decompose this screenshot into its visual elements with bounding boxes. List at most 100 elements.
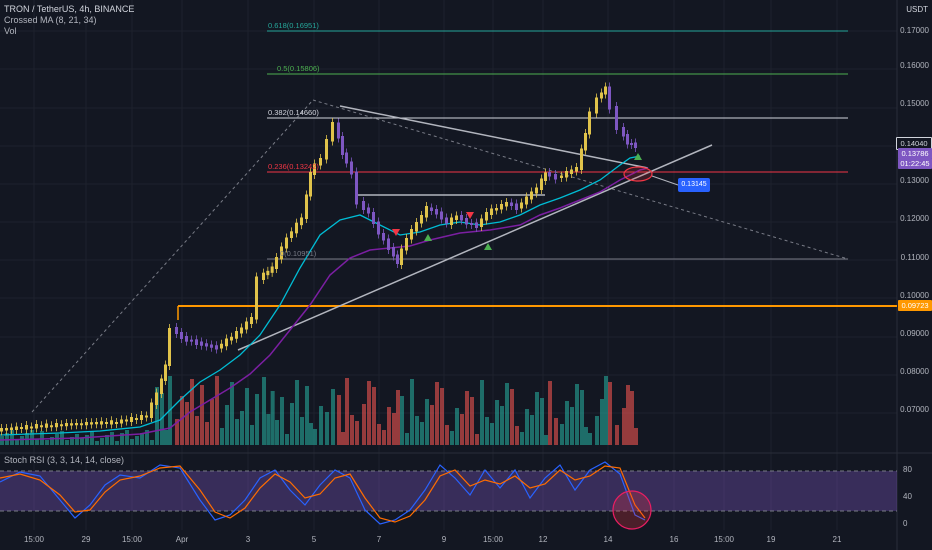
candle[interactable] (634, 142, 637, 149)
candle[interactable] (220, 343, 223, 349)
candle[interactable] (225, 338, 228, 347)
price-tag-label[interactable]: 0.13145 (678, 178, 710, 192)
candle[interactable] (575, 167, 578, 172)
currency-label[interactable]: USDT (906, 5, 928, 14)
candle[interactable] (155, 392, 158, 406)
candle[interactable] (125, 419, 128, 422)
candle[interactable] (475, 222, 478, 229)
rsi-highlight-circle[interactable] (612, 490, 652, 530)
candle[interactable] (387, 238, 390, 251)
candle[interactable] (505, 202, 508, 207)
candle[interactable] (331, 122, 334, 142)
candle[interactable] (0, 428, 3, 432)
candle[interactable] (540, 178, 543, 191)
candle[interactable] (595, 97, 598, 114)
candle[interactable] (382, 233, 385, 241)
candle[interactable] (630, 143, 633, 145)
candle[interactable] (325, 139, 328, 160)
candle[interactable] (110, 420, 113, 425)
candle[interactable] (95, 422, 98, 425)
candle[interactable] (355, 171, 358, 205)
candle[interactable] (30, 426, 33, 429)
candle[interactable] (60, 424, 63, 427)
candle[interactable] (309, 172, 312, 197)
vol-legend[interactable]: Vol (4, 26, 17, 36)
candle[interactable] (525, 196, 528, 205)
price-axis[interactable]: 0.17000 0.16000 0.15000 0.13000 0.12000 … (896, 0, 932, 455)
candle[interactable] (250, 317, 253, 324)
candle[interactable] (584, 133, 587, 151)
candle[interactable] (319, 158, 322, 166)
candle[interactable] (270, 266, 274, 273)
candle[interactable] (164, 364, 167, 382)
symbol-title[interactable]: TRON / TetherUS, 4h, BINANCE (4, 4, 135, 14)
ma-legend[interactable]: Crossed MA (8, 21, 34) (4, 15, 97, 25)
candle[interactable] (600, 92, 603, 99)
candle[interactable] (305, 194, 308, 220)
candle[interactable] (275, 257, 278, 269)
candle[interactable] (350, 161, 353, 175)
candle[interactable] (215, 345, 218, 350)
candle[interactable] (295, 222, 298, 234)
candle[interactable] (440, 211, 443, 220)
candle[interactable] (430, 207, 433, 212)
candle[interactable] (420, 215, 423, 224)
candle[interactable] (195, 339, 198, 345)
candle[interactable] (520, 202, 523, 209)
candle[interactable] (341, 136, 344, 155)
candle[interactable] (554, 174, 557, 180)
candle[interactable] (262, 272, 265, 280)
candle[interactable] (145, 415, 148, 418)
candle[interactable] (465, 218, 468, 225)
candle[interactable] (392, 247, 395, 257)
candle[interactable] (255, 276, 258, 320)
candle[interactable] (435, 209, 438, 215)
candle[interactable] (490, 208, 493, 216)
candle[interactable] (115, 422, 118, 424)
rsi-k-line[interactable] (0, 461, 646, 525)
candle[interactable] (622, 127, 625, 137)
candle[interactable] (90, 422, 93, 425)
upper-trendline[interactable] (339, 105, 649, 169)
ma-fast-line[interactable] (0, 155, 641, 436)
candle[interactable] (313, 163, 316, 176)
candle[interactable] (185, 336, 188, 342)
candle[interactable] (480, 218, 483, 228)
candle[interactable] (105, 422, 108, 424)
candle[interactable] (615, 106, 618, 130)
candle[interactable] (230, 336, 233, 341)
candle[interactable] (405, 238, 408, 251)
candle[interactable] (300, 217, 303, 226)
candle[interactable] (410, 229, 413, 240)
candle[interactable] (135, 418, 138, 420)
candle[interactable] (530, 191, 533, 200)
candle[interactable] (140, 415, 143, 420)
candle[interactable] (240, 327, 243, 334)
candle[interactable] (120, 419, 123, 424)
candle[interactable] (604, 86, 607, 95)
candle[interactable] (160, 378, 163, 395)
candle[interactable] (80, 423, 83, 426)
candle[interactable] (15, 426, 18, 431)
candle[interactable] (205, 343, 208, 347)
lower-trendline[interactable] (237, 144, 713, 351)
candle[interactable] (290, 231, 293, 238)
fib-diagonal[interactable] (312, 99, 849, 260)
candle[interactable] (445, 217, 448, 224)
candle[interactable] (460, 215, 463, 221)
candle[interactable] (570, 169, 573, 175)
candle[interactable] (40, 425, 43, 428)
candle[interactable] (588, 111, 591, 135)
candle[interactable] (210, 344, 213, 348)
candle[interactable] (548, 172, 551, 177)
candle[interactable] (180, 332, 183, 339)
candle[interactable] (510, 202, 513, 207)
fib-trendline[interactable] (31, 99, 314, 413)
candle[interactable] (565, 171, 568, 178)
candle[interactable] (75, 423, 78, 426)
candle[interactable] (200, 341, 203, 346)
candle[interactable] (485, 212, 488, 221)
candle[interactable] (515, 203, 518, 211)
highlight-ellipse[interactable] (623, 166, 653, 182)
